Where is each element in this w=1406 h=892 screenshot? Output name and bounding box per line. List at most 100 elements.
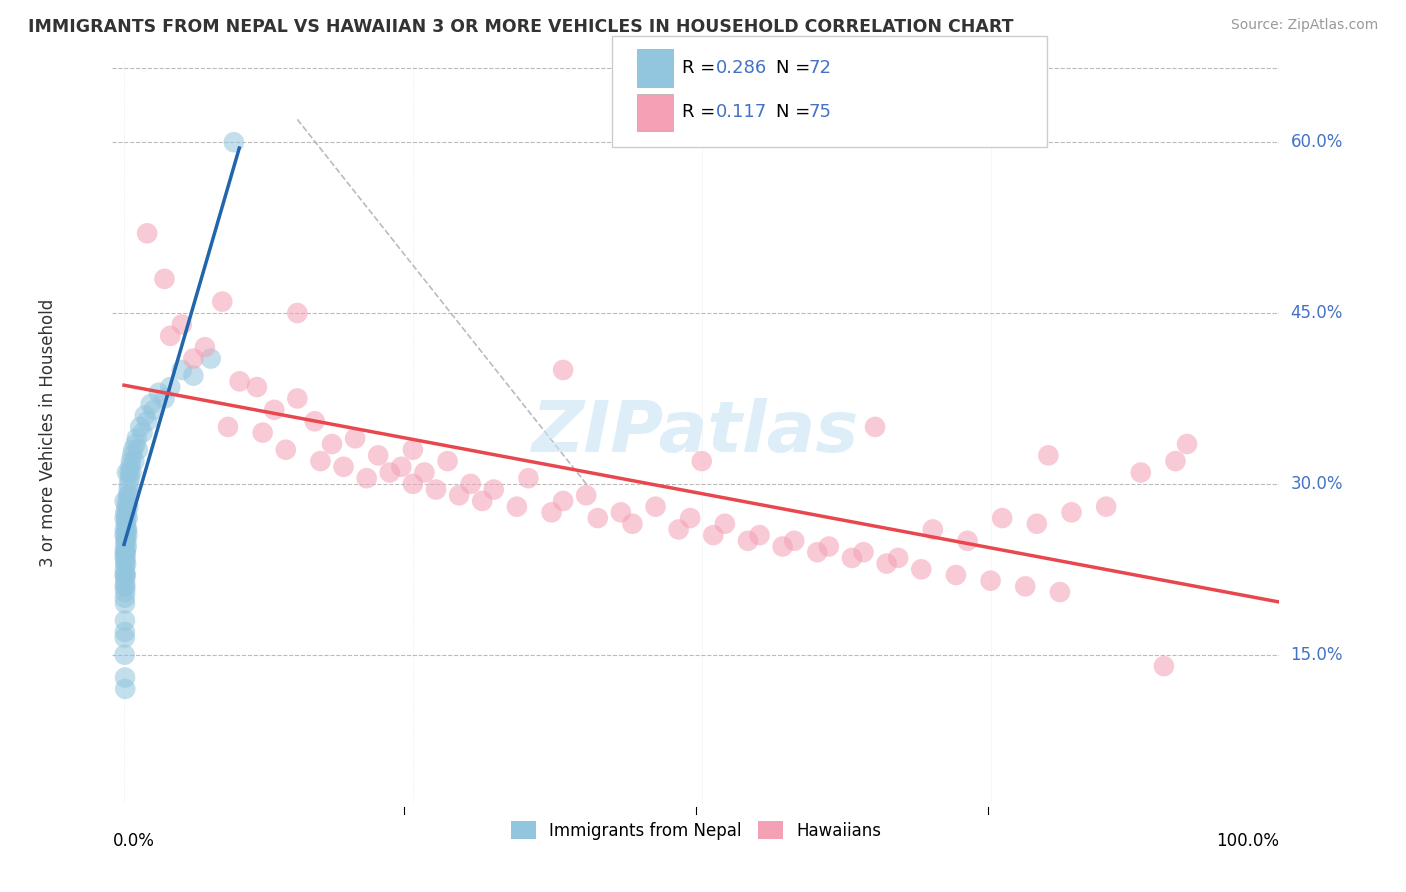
Point <box>114 511 136 525</box>
Point <box>200 351 222 366</box>
Point <box>115 500 138 514</box>
Point <box>183 351 205 366</box>
Point <box>852 545 875 559</box>
Point <box>114 494 136 508</box>
Text: IMMIGRANTS FROM NEPAL VS HAWAIIAN 3 OR MORE VEHICLES IN HOUSEHOLD CORRELATION CH: IMMIGRANTS FROM NEPAL VS HAWAIIAN 3 OR M… <box>28 18 1014 36</box>
Point <box>1175 437 1198 451</box>
Text: 3 or more Vehicles in Household: 3 or more Vehicles in Household <box>39 299 58 566</box>
Point <box>114 597 136 611</box>
Text: 100.0%: 100.0% <box>1216 832 1279 850</box>
Point <box>772 540 794 554</box>
Point <box>211 294 233 309</box>
Point <box>136 227 159 241</box>
Point <box>125 431 148 445</box>
Point <box>304 414 326 428</box>
Text: N =: N = <box>776 103 815 121</box>
Point <box>1025 516 1047 531</box>
Point <box>540 505 562 519</box>
Point <box>114 528 136 542</box>
Point <box>321 437 343 451</box>
Legend: Immigrants from Nepal, Hawaiians: Immigrants from Nepal, Hawaiians <box>503 814 889 847</box>
Point <box>114 540 136 554</box>
Point <box>344 431 367 445</box>
Point <box>285 392 308 406</box>
Point <box>863 420 886 434</box>
Point <box>114 624 136 639</box>
Point <box>153 272 176 286</box>
Point <box>818 540 841 554</box>
Point <box>389 459 412 474</box>
Point <box>129 420 152 434</box>
Point <box>436 454 458 468</box>
Point <box>170 363 193 377</box>
Point <box>114 562 136 576</box>
Point <box>114 648 136 662</box>
Point <box>621 516 644 531</box>
Point <box>131 425 153 440</box>
Point <box>367 449 389 463</box>
Point <box>991 511 1014 525</box>
Point <box>945 568 967 582</box>
Point <box>114 568 136 582</box>
Point <box>194 340 217 354</box>
Point <box>114 550 136 565</box>
Text: 45.0%: 45.0% <box>1291 304 1343 322</box>
Point <box>841 550 863 565</box>
Point <box>378 466 401 480</box>
Point <box>120 459 142 474</box>
Point <box>309 454 332 468</box>
Point <box>586 511 609 525</box>
Point <box>122 442 145 457</box>
Point <box>1014 579 1036 593</box>
Point <box>402 442 425 457</box>
Point <box>115 511 138 525</box>
Point <box>115 540 138 554</box>
Point <box>921 523 943 537</box>
Point <box>471 494 494 508</box>
Point <box>170 318 193 332</box>
Point <box>114 505 136 519</box>
Point <box>737 533 759 548</box>
Point <box>114 545 136 559</box>
Point <box>222 135 245 149</box>
Text: 75: 75 <box>808 103 831 121</box>
Point <box>153 392 176 406</box>
Point <box>217 420 239 434</box>
Point <box>482 483 505 497</box>
Point <box>115 523 138 537</box>
Point <box>114 568 136 582</box>
Point <box>956 533 979 548</box>
Point <box>748 528 770 542</box>
Point <box>115 523 138 537</box>
Point <box>332 459 354 474</box>
Point <box>402 476 425 491</box>
Point <box>114 631 136 645</box>
Point <box>228 375 250 389</box>
Text: 72: 72 <box>808 59 831 77</box>
Point <box>425 483 447 497</box>
Point <box>114 557 136 571</box>
Point <box>575 488 598 502</box>
Text: 0.117: 0.117 <box>716 103 766 121</box>
Point <box>714 516 737 531</box>
Text: 15.0%: 15.0% <box>1291 646 1343 664</box>
Point <box>668 523 690 537</box>
Point <box>114 533 136 548</box>
Point <box>159 328 181 343</box>
Point <box>114 528 136 542</box>
Point <box>159 380 181 394</box>
Text: 30.0%: 30.0% <box>1291 475 1343 493</box>
Point <box>980 574 1002 588</box>
Point <box>148 385 170 400</box>
Point <box>114 681 136 696</box>
Point <box>121 449 143 463</box>
Point <box>551 363 574 377</box>
Point <box>356 471 378 485</box>
Point <box>876 557 898 571</box>
Point <box>887 550 910 565</box>
Point <box>1095 500 1118 514</box>
Point <box>124 454 146 468</box>
Point <box>124 437 146 451</box>
Point <box>115 557 138 571</box>
Point <box>702 528 724 542</box>
